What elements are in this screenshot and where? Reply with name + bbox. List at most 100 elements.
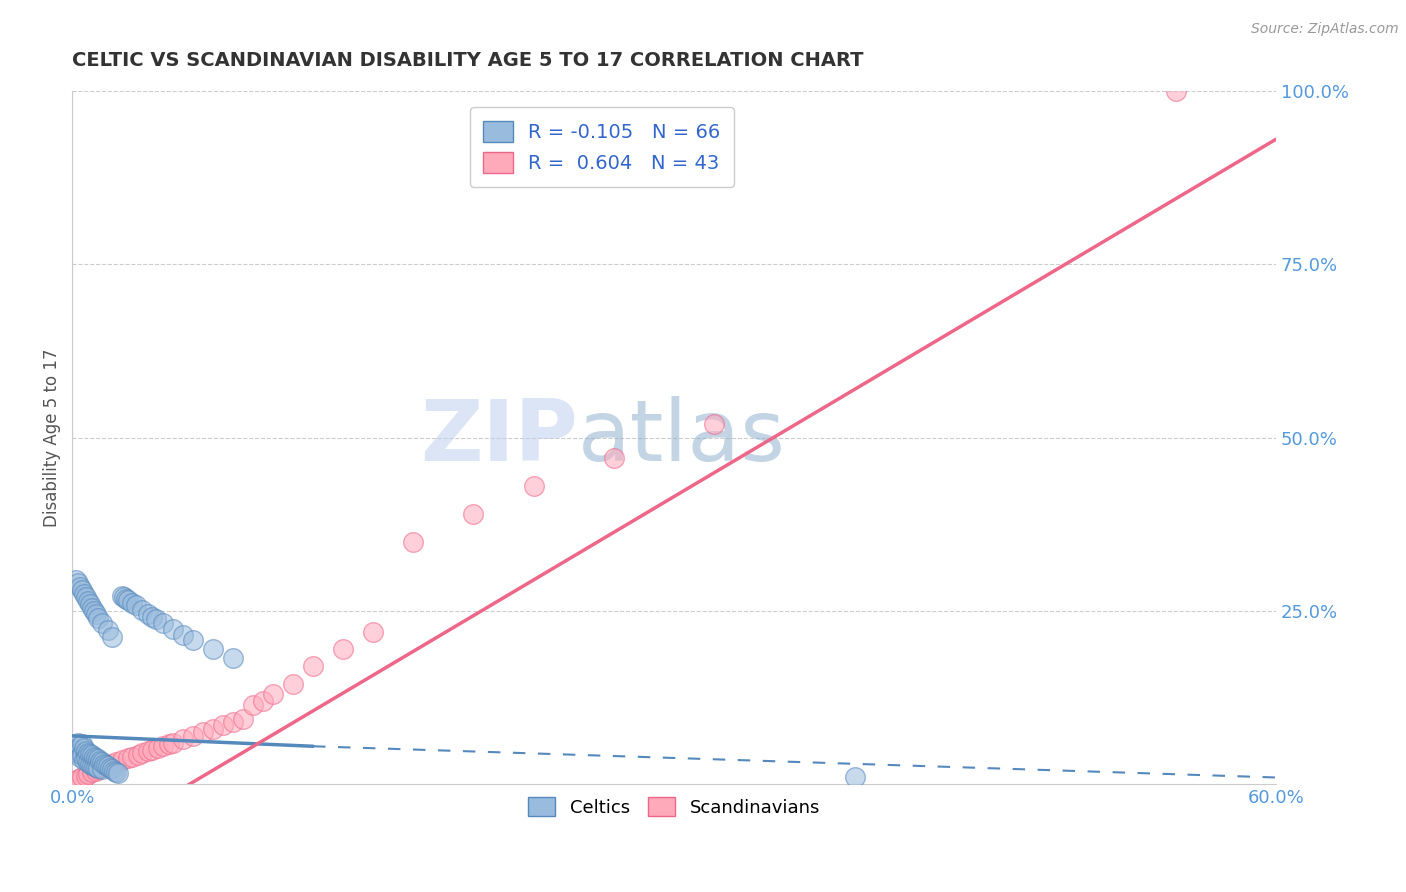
Point — [103, 764, 125, 778]
Text: ZIP: ZIP — [420, 396, 578, 479]
Point — [73, 741, 96, 756]
Point — [83, 604, 105, 618]
Point — [97, 624, 120, 638]
Point — [222, 651, 245, 665]
Point — [703, 417, 725, 431]
Point — [172, 627, 194, 641]
Point — [72, 771, 94, 785]
Point — [101, 756, 124, 771]
Point — [112, 590, 135, 604]
Point — [201, 722, 224, 736]
Point — [79, 597, 101, 611]
Text: atlas: atlas — [578, 396, 786, 479]
Point — [121, 749, 143, 764]
Point — [131, 602, 153, 616]
Point — [69, 580, 91, 594]
Point — [82, 748, 104, 763]
Point — [262, 687, 284, 701]
Point — [84, 760, 107, 774]
Point — [105, 764, 128, 779]
Point — [211, 718, 233, 732]
Point — [93, 756, 115, 771]
Point — [152, 739, 174, 754]
Point — [603, 451, 626, 466]
Point — [101, 762, 124, 776]
Point — [82, 764, 104, 779]
Point — [172, 732, 194, 747]
Point — [131, 746, 153, 760]
Point — [72, 583, 94, 598]
Point — [145, 612, 167, 626]
Point — [73, 587, 96, 601]
Point — [77, 767, 100, 781]
Point — [89, 754, 111, 768]
Point — [82, 600, 104, 615]
Point — [191, 725, 214, 739]
Point — [83, 749, 105, 764]
Point — [148, 740, 170, 755]
Point — [111, 753, 134, 767]
Point — [141, 609, 163, 624]
Point — [463, 507, 485, 521]
Point — [87, 761, 110, 775]
Point — [332, 642, 354, 657]
Point — [181, 633, 204, 648]
Point — [523, 479, 546, 493]
Point — [117, 751, 139, 765]
Point — [83, 759, 105, 773]
Point — [67, 746, 90, 760]
Point — [141, 743, 163, 757]
Point — [232, 712, 254, 726]
Text: CELTIC VS SCANDINAVIAN DISABILITY AGE 5 TO 17 CORRELATION CHART: CELTIC VS SCANDINAVIAN DISABILITY AGE 5 … — [72, 51, 863, 70]
Point — [242, 698, 264, 712]
Point — [97, 759, 120, 773]
Point — [91, 762, 114, 776]
Point — [65, 774, 87, 789]
Point — [72, 737, 94, 751]
Point — [87, 752, 110, 766]
Point — [77, 593, 100, 607]
Point — [96, 758, 118, 772]
Point — [222, 714, 245, 729]
Point — [69, 739, 91, 754]
Point — [77, 756, 100, 770]
Point — [181, 729, 204, 743]
Point — [1164, 84, 1187, 98]
Point — [844, 771, 866, 785]
Point — [69, 749, 91, 764]
Point — [162, 736, 184, 750]
Point — [75, 590, 97, 604]
Point — [252, 694, 274, 708]
Point — [138, 744, 160, 758]
Point — [125, 599, 148, 613]
Point — [101, 631, 124, 645]
Point — [82, 758, 104, 772]
Point — [127, 748, 149, 763]
Point — [75, 751, 97, 765]
Point — [361, 624, 384, 639]
Point — [121, 596, 143, 610]
Point — [75, 769, 97, 783]
Point — [72, 748, 94, 763]
Point — [96, 758, 118, 772]
Point — [402, 534, 425, 549]
Point — [157, 737, 180, 751]
Point — [84, 751, 107, 765]
Point — [105, 756, 128, 770]
Point — [87, 762, 110, 776]
Point — [107, 766, 129, 780]
Point — [152, 616, 174, 631]
Y-axis label: Disability Age 5 to 17: Disability Age 5 to 17 — [44, 348, 60, 527]
Point — [201, 642, 224, 657]
Point — [162, 622, 184, 636]
Point — [98, 761, 121, 775]
Text: Source: ZipAtlas.com: Source: ZipAtlas.com — [1251, 22, 1399, 37]
Legend: Celtics, Scandinavians: Celtics, Scandinavians — [522, 790, 827, 824]
Point — [75, 744, 97, 758]
Point — [91, 760, 114, 774]
Point — [67, 772, 90, 786]
Point — [91, 756, 114, 770]
Point — [65, 573, 87, 587]
Point — [84, 764, 107, 778]
Point — [79, 756, 101, 771]
